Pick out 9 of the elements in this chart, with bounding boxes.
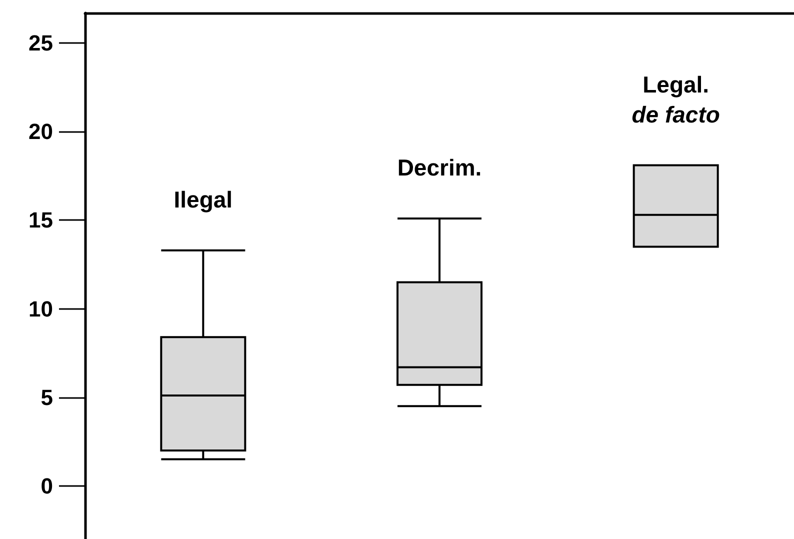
y-tick-label: 20: [28, 119, 53, 144]
x-tick-label: Decrim.: [397, 154, 482, 180]
y-tick-label: 25: [28, 30, 53, 56]
x-tick-label: Ilegal: [174, 186, 233, 212]
y-tick-label: 10: [28, 296, 53, 322]
y-tick-label: 5: [40, 384, 53, 410]
x-tick-label: Legal. de facto: [632, 71, 720, 128]
y-tick-label: 0: [40, 473, 53, 498]
y-tick-label: 15: [28, 208, 53, 233]
